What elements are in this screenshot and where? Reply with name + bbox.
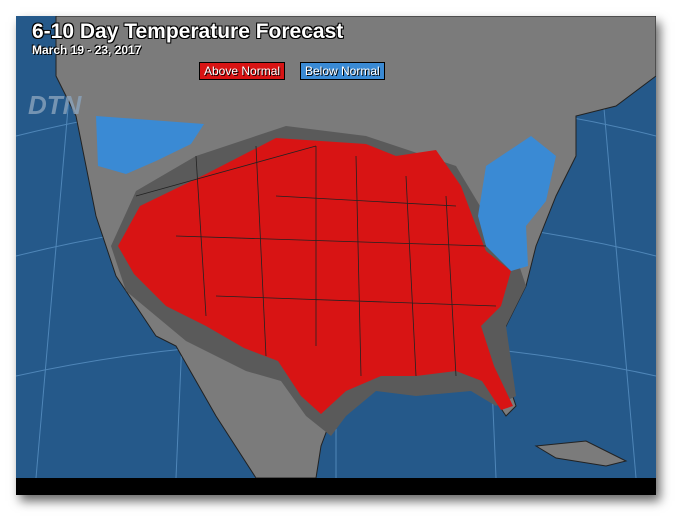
map-title: 6-10 Day Temperature Forecast <box>32 20 344 43</box>
forecast-map <box>16 16 656 478</box>
map-subtitle: March 19 - 23, 2017 <box>32 43 142 57</box>
dtn-logo: DTN <box>28 90 82 120</box>
legend-below-normal: Below Normal <box>300 62 385 80</box>
below-normal-region-northwest <box>96 116 204 174</box>
below-normal-region-northeast <box>478 136 556 271</box>
legend-above-normal: Above Normal <box>199 62 286 80</box>
forecast-map-frame: 6-10 Day Temperature Forecast March 19 -… <box>16 16 656 495</box>
state-borders <box>135 145 497 377</box>
land-cuba <box>534 440 628 467</box>
